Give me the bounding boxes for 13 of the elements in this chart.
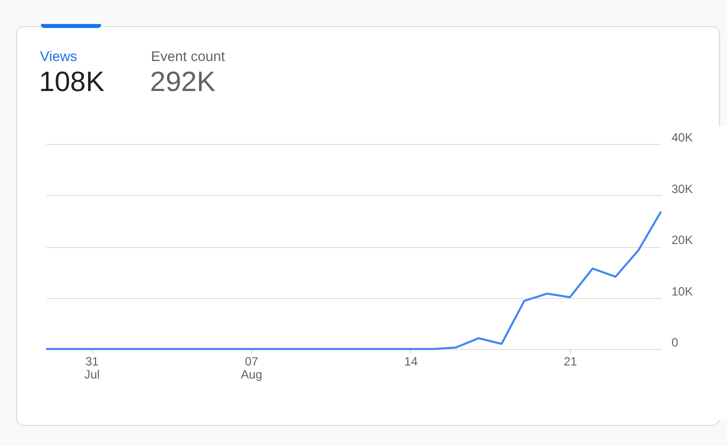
y-tick-label: 10K	[672, 284, 693, 298]
x-tick-label: 31 Jul	[84, 354, 100, 382]
x-tick-label: 07 Aug	[240, 354, 262, 382]
y-tick-label: 40K	[672, 130, 693, 144]
x-tick-label: 14	[404, 354, 418, 368]
text: 108K	[39, 66, 104, 98]
text: Event count	[151, 48, 225, 64]
y-tick-label: 30K	[672, 182, 693, 196]
x-tick-label: 21	[564, 354, 578, 368]
y-tick-label: 0	[672, 336, 678, 350]
text: 292K	[150, 66, 216, 98]
y-tick-label: 20K	[672, 233, 693, 247]
text: Views	[40, 48, 78, 64]
